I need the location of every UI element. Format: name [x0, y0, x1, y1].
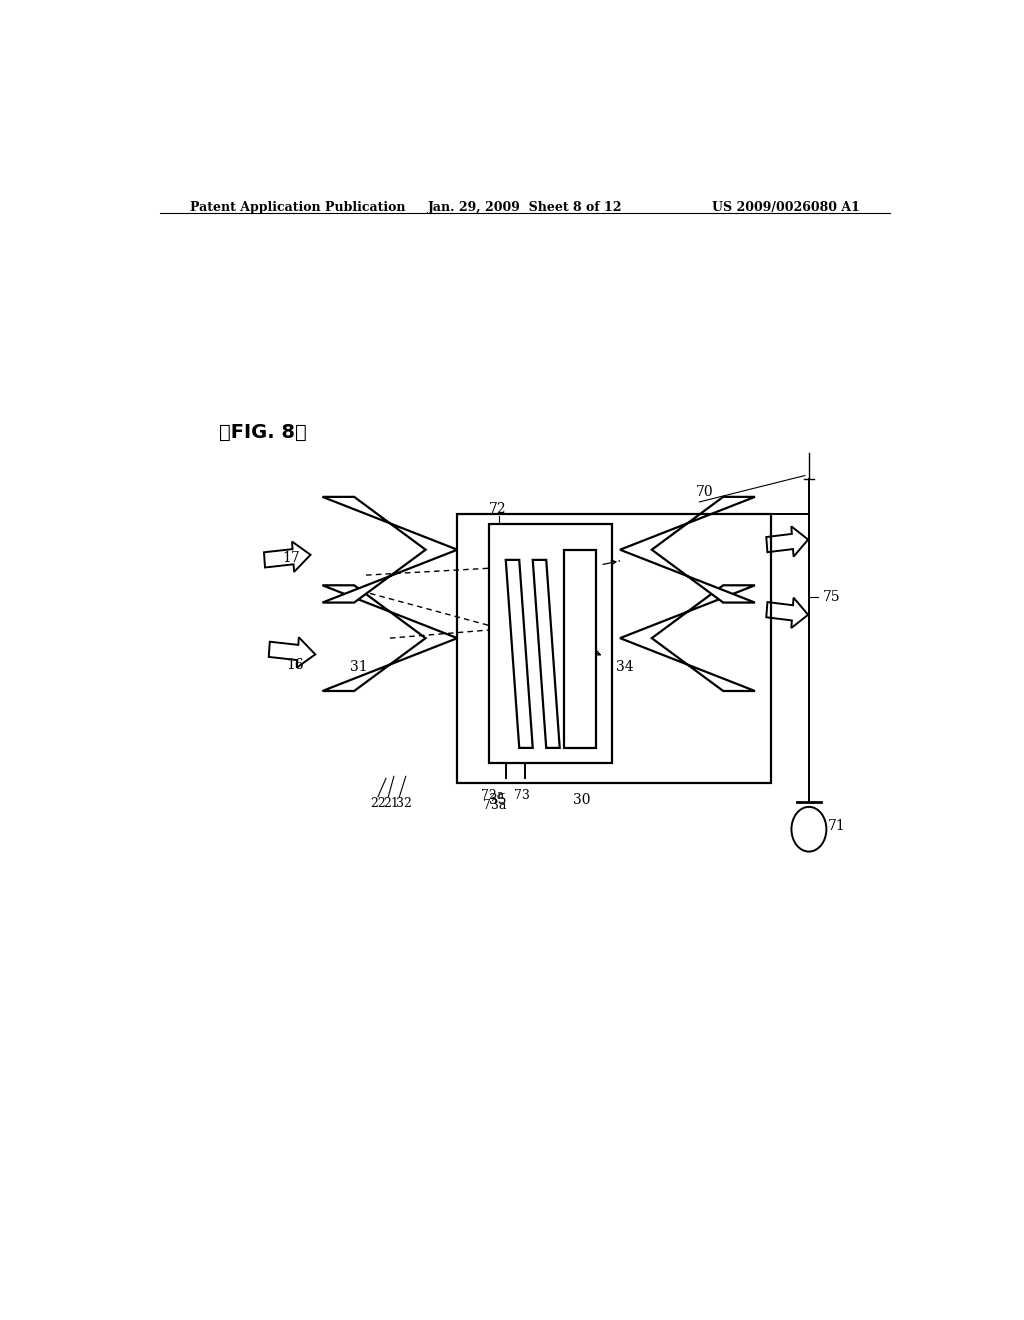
Polygon shape: [323, 496, 458, 602]
Polygon shape: [264, 541, 310, 572]
Text: 31: 31: [350, 660, 368, 673]
Text: 32: 32: [396, 797, 412, 809]
Text: 35: 35: [489, 792, 507, 807]
Text: Patent Application Publication: Patent Application Publication: [189, 201, 406, 214]
Polygon shape: [766, 527, 808, 557]
Circle shape: [792, 807, 826, 851]
Text: 72: 72: [489, 502, 507, 516]
Text: US 2009/0026080 A1: US 2009/0026080 A1: [712, 201, 860, 214]
Polygon shape: [532, 560, 560, 748]
Bar: [564, 549, 596, 748]
Text: 30: 30: [573, 792, 591, 807]
Bar: [458, 515, 771, 784]
Text: 71: 71: [828, 820, 846, 833]
Bar: [489, 524, 612, 763]
Text: 16: 16: [287, 657, 304, 672]
Polygon shape: [766, 598, 808, 628]
Text: Jan. 29, 2009  Sheet 8 of 12: Jan. 29, 2009 Sheet 8 of 12: [428, 201, 622, 214]
Text: 75: 75: [822, 590, 840, 605]
Text: 72a: 72a: [481, 788, 505, 801]
Text: 【FIG. 8】: 【FIG. 8】: [219, 422, 307, 442]
Text: 21: 21: [384, 797, 399, 809]
Polygon shape: [323, 585, 458, 690]
Text: 22: 22: [370, 797, 386, 809]
Text: 70: 70: [695, 484, 713, 499]
Text: 73a: 73a: [483, 799, 506, 812]
Polygon shape: [506, 560, 532, 748]
Text: 17: 17: [283, 550, 300, 565]
Text: 34: 34: [616, 660, 634, 673]
Polygon shape: [620, 585, 755, 690]
Polygon shape: [620, 496, 755, 602]
Text: 73: 73: [514, 788, 529, 801]
Polygon shape: [268, 638, 315, 668]
